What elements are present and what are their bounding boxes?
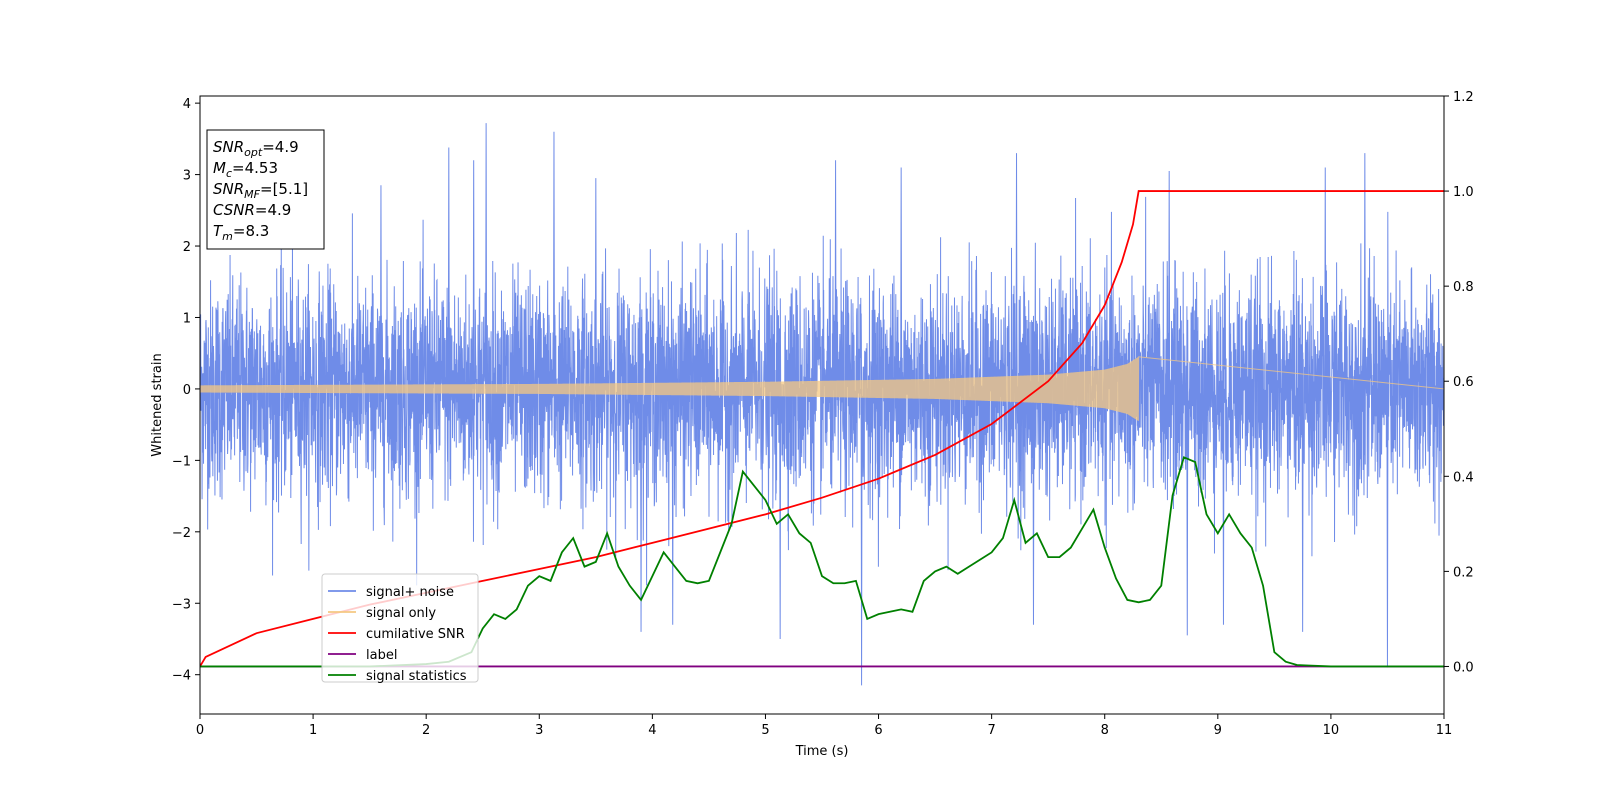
annotation-line: SNRMF=[5.1] (213, 180, 308, 201)
series-signal-noise (200, 123, 1444, 686)
legend-frame (321, 573, 479, 683)
legend-entry: signal statistics (366, 669, 467, 684)
y-right-tick-label: 0.0 (1453, 660, 1474, 675)
x-tick-label: 4 (648, 723, 656, 738)
series-signal-only (200, 356, 1444, 421)
y-right-tick-label: 1.0 (1453, 185, 1474, 200)
y-left-tick-label: −4 (172, 669, 191, 684)
y-left-tick-label: 0 (183, 383, 191, 398)
y-left-tick-label: 3 (183, 169, 191, 184)
y-left-tick-label: 4 (183, 97, 191, 112)
x-tick-label: 3 (535, 723, 543, 738)
x-tick-label: 0 (196, 723, 204, 738)
annotation-line: CSNR=4.9 (213, 201, 291, 219)
y-right-tick-label: 0.2 (1453, 565, 1474, 580)
x-tick-label: 9 (1214, 723, 1222, 738)
y-left-tick-label: 2 (183, 240, 191, 255)
legend: signal+ noise signal only cumilative SNR la… (321, 573, 479, 684)
x-axis-label: Time (s) (795, 744, 849, 759)
y-right-tick-label: 0.8 (1453, 280, 1474, 295)
legend-entry: signal+ noise (366, 585, 454, 600)
annotation-frame (206, 129, 325, 250)
legend-entry: signal only (366, 606, 436, 621)
y-axis-label: Whitened strain (150, 353, 165, 456)
annotation-line: Mc=4.53 (213, 159, 278, 180)
y-left-tick-label: −1 (172, 454, 191, 469)
legend-entry: label (366, 648, 397, 663)
y-right-tick-label: 0.6 (1453, 375, 1474, 390)
x-tick-label: 5 (761, 723, 769, 738)
x-tick-label: 7 (987, 723, 995, 738)
axes: 0 1 2 3 4 5 6 7 8 9 10 11 −4 −3 −2 −1 0 1 2 3 4 0.0 0.2 0.4 0.6 0… (172, 90, 1474, 738)
y-right-tick-label: 0.4 (1453, 470, 1474, 485)
y-left-tick-label: 1 (183, 311, 191, 326)
y-right-tick-label: 1.2 (1453, 90, 1474, 105)
x-tick-label: 8 (1101, 723, 1109, 738)
y-left-tick-label: −2 (172, 526, 191, 541)
x-tick-label: 2 (422, 723, 430, 738)
annotation-line: Tm=8.3 (213, 222, 269, 243)
x-tick-label: 10 (1323, 723, 1340, 738)
plot-frame (199, 95, 1445, 715)
x-tick-label: 11 (1436, 723, 1453, 738)
legend-entry: cumilative SNR (366, 627, 465, 642)
series-signal-statistics (200, 456, 1444, 668)
y-left-tick-label: −3 (172, 597, 191, 612)
x-tick-label: 6 (874, 723, 882, 738)
x-tick-label: 1 (309, 723, 317, 738)
annotation-line: SNRopt=4.9 (213, 138, 299, 159)
